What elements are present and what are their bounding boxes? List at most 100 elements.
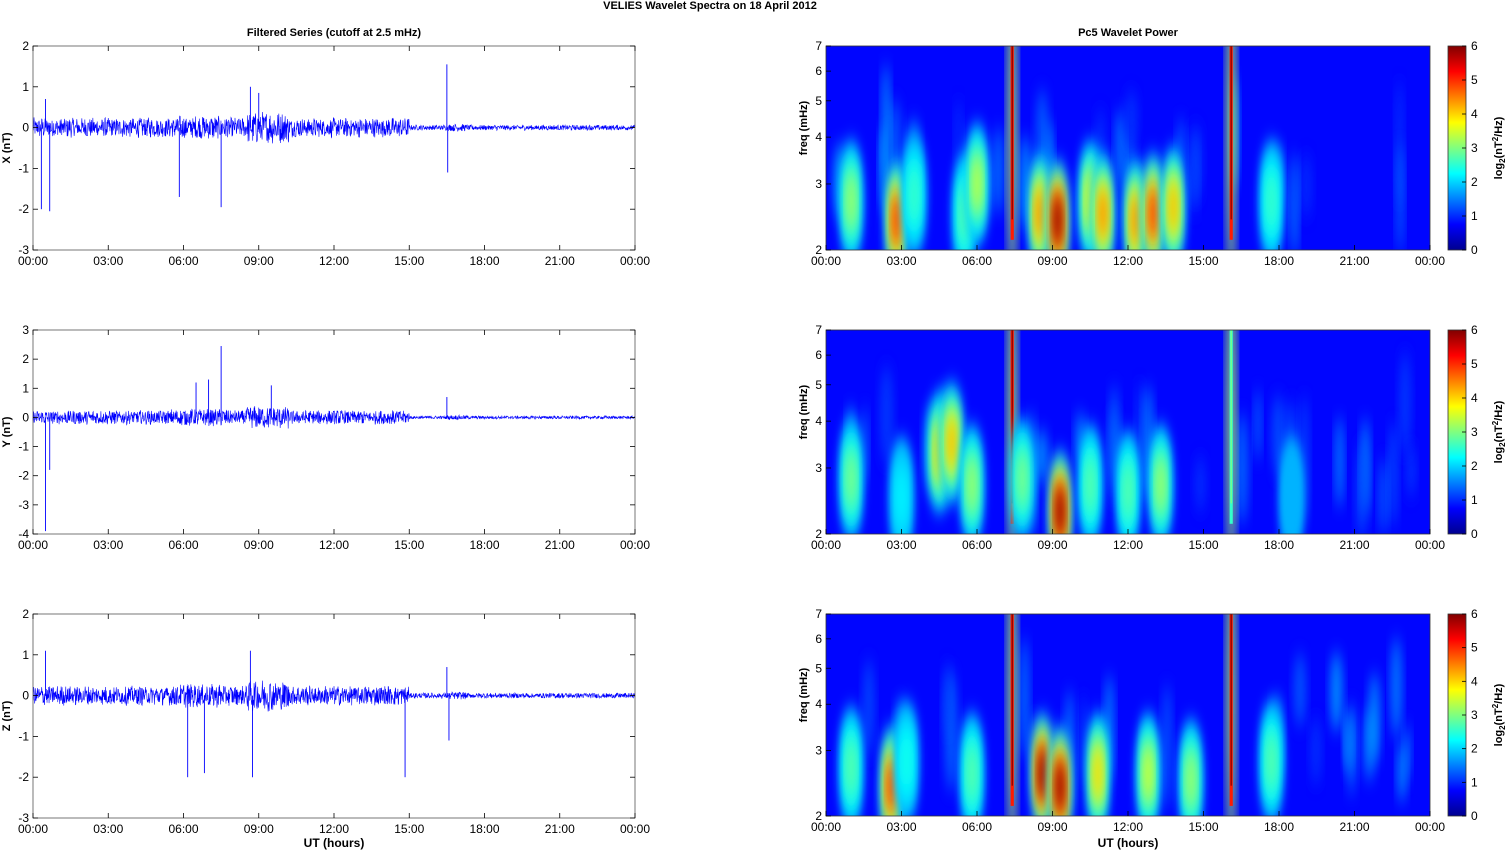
x-wavelet-colorbar-tick-label-3: 3	[1471, 141, 1478, 155]
z-series-ytick-label-5: 2	[22, 607, 29, 621]
y-series-xtick-label-4: 12:00	[319, 538, 349, 552]
y-wavelet-colorbar-tick-label-3: 3	[1471, 425, 1478, 439]
z-wavelet-streak-19	[943, 662, 952, 736]
x-wavelet-ytick-label-0: 2	[815, 243, 822, 257]
z-wavelet-colorbar-tick-label-5: 5	[1471, 641, 1478, 655]
y-series-ylabel: Y (nT)	[1, 416, 13, 447]
y-wavelet-power-field	[840, 330, 1416, 534]
x-series-line	[32, 111, 636, 144]
x-wavelet-xtick-label-6: 18:00	[1264, 254, 1294, 268]
x-wavelet-colorbar-label: log2(nT2/Hz)	[1491, 116, 1507, 179]
x-wavelet-streak-10	[1396, 143, 1404, 250]
x-series-xtick-label-4: 12:00	[319, 254, 349, 268]
z-wavelet-blob-2-level-4	[902, 736, 911, 787]
x-series-ytick-label-3: 0	[22, 121, 29, 135]
x-wavelet-ytick-label-5: 7	[815, 39, 822, 53]
z-wavelet-blob-9-level-4	[1187, 755, 1195, 805]
x-wavelet-colorbar-tick-label-4: 4	[1471, 107, 1478, 121]
y-series-ytick-label-2: -2	[18, 469, 29, 483]
y-series-xtick-label-2: 06:00	[168, 538, 198, 552]
y-wavelet-ytick-label-3: 5	[815, 378, 822, 392]
x-series-xtick-label-1: 03:00	[93, 254, 123, 268]
y-wavelet-blob-12-level-4	[1287, 472, 1296, 523]
x-series-ytick-label-0: -3	[18, 243, 29, 257]
y-wavelet-xtick-label-8: 00:00	[1415, 538, 1445, 552]
y-wavelet-blob-3-level-4	[947, 418, 956, 468]
y-wavelet-blob-6-level-4	[1018, 454, 1027, 505]
x-series-xtick-label-8: 00:00	[620, 254, 650, 268]
y-wavelet-ytick-label-2: 4	[815, 414, 822, 428]
y-wavelet-ylabel: freq (mHz)	[798, 384, 810, 439]
z-wavelet-xtick-label-2: 06:00	[962, 820, 992, 834]
z-wavelet-colorbar-label: log2(nT2/Hz)	[1491, 683, 1507, 746]
y-wavelet-streak-0	[1389, 421, 1398, 528]
z-wavelet-colorbar-tick-label-0: 0	[1471, 809, 1478, 823]
x-wavelet-ridge-core-5	[1011, 46, 1013, 220]
y-wavelet-streak-25	[1379, 458, 1388, 534]
x-wavelet-blob-9-level-4	[1098, 188, 1107, 239]
x-wavelet-streak-4	[1189, 124, 1202, 202]
x-wavelet-panel: 2 3 4 5 6 7 00:00 03:00 06:00 09:00 12:00 15:00 18:0…	[798, 39, 1507, 268]
y-wavelet-blob-8-level-4	[1086, 460, 1095, 510]
z-wavelet-streak-5	[1311, 717, 1321, 785]
x-series-ylabel: X (nT)	[1, 132, 13, 163]
y-series-xtick-label-7: 21:00	[545, 538, 575, 552]
y-wavelet-ytick-label-1: 3	[815, 461, 822, 475]
x-series-ytick-label-4: 1	[22, 80, 29, 94]
y-wavelet-xtick-label-6: 18:00	[1264, 538, 1294, 552]
y-wavelet-streak-17	[1109, 385, 1119, 484]
x-wavelet-xtick-label-0: 00:00	[811, 254, 841, 268]
x-wavelet-streak-11	[1115, 109, 1125, 186]
x-wavelet-xtick-label-1: 03:00	[886, 254, 916, 268]
x-wavelet-xtick-label-3: 09:00	[1037, 254, 1067, 268]
y-series-xtick-label-1: 03:00	[93, 538, 123, 552]
x-wavelet-streak-18	[1125, 91, 1138, 146]
y-wavelet-xtick-label-5: 15:00	[1188, 538, 1218, 552]
z-series-panel: -3 -2 -1 0 1 2 00:00 03:00 06:00 09:00 12:00 15:00 1…	[1, 607, 650, 836]
figure-title: VELIES Wavelet Spectra on 18 April 2012	[603, 0, 817, 12]
z-series-ytick-label-1: -2	[18, 770, 29, 784]
x-series-panel: -3 -2 -1 0 1 2 00:00 03:00 06:00 09:00 12:00 15:00 1…	[1, 39, 650, 268]
z-wavelet-xtick-label-1: 03:00	[886, 820, 916, 834]
z-wavelet-xtick-label-5: 15:00	[1188, 820, 1218, 834]
z-wavelet-streak-22	[863, 659, 874, 755]
z-wavelet-ytick-label-0: 2	[815, 809, 822, 823]
z-series-xtick-label-4: 12:00	[319, 822, 349, 836]
x-series-xtick-label-5: 15:00	[394, 254, 424, 268]
y-wavelet-streak-22	[1406, 445, 1416, 497]
z-wavelet-xtick-label-6: 18:00	[1264, 820, 1294, 834]
z-wavelet-ytick-label-5: 7	[815, 607, 822, 621]
z-wavelet-streak-2	[1080, 696, 1087, 782]
y-wavelet-ytick-label-4: 6	[815, 348, 822, 362]
y-wavelet-blob-4-level-4	[968, 460, 976, 510]
y-wavelet-xtick-label-7: 21:00	[1339, 538, 1369, 552]
x-wavelet-colorbar-tick-label-2: 2	[1471, 175, 1478, 189]
z-series-xtick-label-7: 21:00	[545, 822, 575, 836]
y-wavelet-streak-23	[1335, 416, 1344, 508]
x-wavelet-blob-7-level-4	[1053, 195, 1062, 246]
x-wavelet-blob-0-level-4	[847, 176, 856, 226]
z-wavelet-blob-3-level-4	[968, 748, 976, 799]
y-wavelet-streak-19	[1356, 443, 1367, 534]
z-wavelet-xtick-label-8: 00:00	[1415, 820, 1445, 834]
x-series-ytick-label-5: 2	[22, 39, 29, 53]
z-wavelet-background	[826, 614, 1430, 816]
y-wavelet-xtick-label-3: 09:00	[1037, 538, 1067, 552]
z-wavelet-blob-11-level-4	[1267, 736, 1276, 787]
x-wavelet-ridge-core-13	[1230, 46, 1232, 220]
x-wavelet-colorbar-tick-label-6: 6	[1471, 39, 1478, 53]
x-wavelet-ytick-label-2: 4	[815, 130, 822, 144]
z-wavelet-blob-7-level-4	[1093, 748, 1102, 799]
z-wavelet-streak-10	[1397, 740, 1407, 803]
y-series-plot-area	[33, 330, 635, 534]
x-series-plot-area	[33, 46, 635, 250]
z-series-xtick-label-3: 09:00	[244, 822, 274, 836]
z-series-xtick-label-5: 15:00	[394, 822, 424, 836]
x-wavelet-ytick-label-4: 6	[815, 64, 822, 78]
z-series-line	[32, 680, 636, 712]
z-wavelet-streak-14	[1020, 637, 1029, 759]
z-series-xtick-label-1: 03:00	[93, 822, 123, 836]
x-wavelet-ytick-label-1: 3	[815, 177, 822, 191]
y-wavelet-ytick-label-5: 7	[815, 323, 822, 337]
y-wavelet-streak-3	[1399, 351, 1411, 455]
